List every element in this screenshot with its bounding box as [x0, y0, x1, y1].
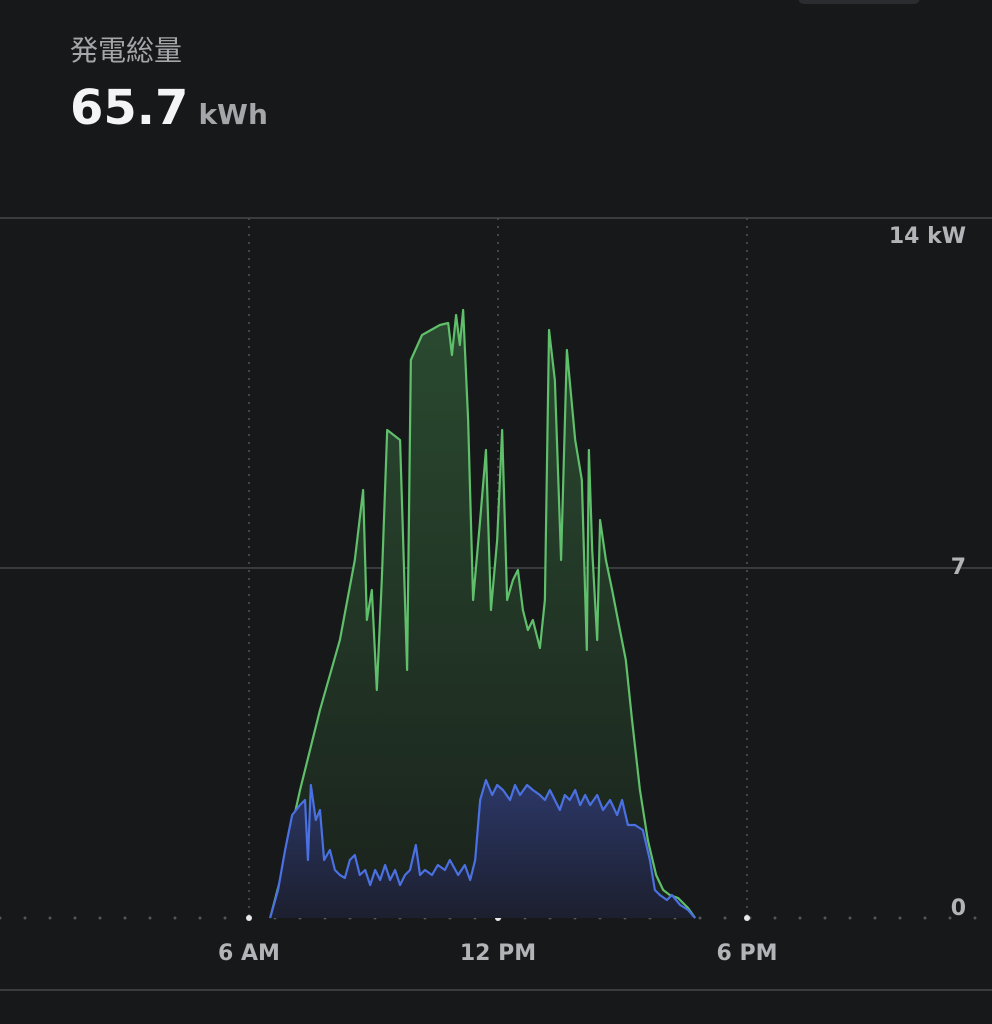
title: 発電総量 [70, 34, 182, 67]
y-tick-label: 7 [951, 555, 966, 580]
x-tick-label: 12 PM [460, 941, 536, 966]
area-fill [270, 780, 696, 918]
top-button[interactable] [798, 0, 920, 4]
x-tick-label: 6 PM [717, 941, 778, 966]
total: 65.7 [70, 80, 188, 136]
plot: 0 7 14 kW 6 AM 12 PM 6 PM [0, 217, 992, 966]
y-tick-label: 0 [951, 896, 966, 921]
series-line [269, 778, 696, 919]
series-line [269, 308, 697, 919]
total-unit: kWh [198, 98, 267, 131]
y-tick-label: 14 kW [889, 224, 966, 249]
tick-dot [246, 915, 252, 921]
tick-dot [744, 915, 750, 921]
x-tick-label: 6 AM [218, 941, 280, 966]
total-line: 65.7 kWh [70, 80, 268, 136]
